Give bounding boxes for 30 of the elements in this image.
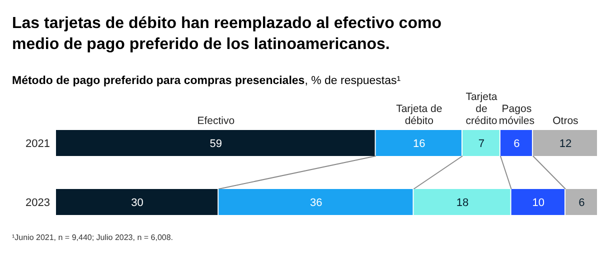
data-label: 7 (478, 138, 485, 150)
data-label: 16 (413, 138, 426, 150)
data-label: 18 (456, 197, 469, 209)
data-label: 10 (532, 197, 545, 209)
data-label: 36 (310, 197, 322, 209)
bar (56, 189, 218, 215)
bar (462, 130, 500, 156)
bar (56, 130, 375, 156)
data-label: 59 (210, 138, 222, 150)
series-label: Tarjeta de crédito (466, 91, 498, 127)
chart-title: Las tarjetas de débito han reemplazado al efectivo como medio de pago preferido de los latinoamericanos. (12, 15, 442, 53)
bar (376, 130, 462, 156)
series-label: Otros (552, 115, 578, 127)
bar (511, 189, 564, 215)
chart-subtitle: Método de pago preferido para compras presenciales, % de respuestas¹ (12, 75, 401, 87)
bar (500, 130, 532, 156)
data-label: 30 (131, 197, 144, 209)
y-tick-label: 2023 (26, 197, 50, 209)
bar (218, 189, 413, 215)
bar (565, 189, 597, 215)
bar (414, 189, 510, 215)
series-label: Pagos móviles (498, 103, 534, 127)
data-label: 6 (514, 138, 520, 150)
series-label: Tarjeta de débito (396, 103, 442, 127)
text: ¹Junio 2021, n = 9,440; Julio 2023, n = 6,008. (12, 233, 174, 242)
data-label: 6 (578, 197, 585, 209)
data-label: 12 (559, 138, 572, 150)
series-label: Efectivo (197, 115, 235, 127)
y-tick-label: 2021 (26, 138, 50, 150)
bar (532, 130, 597, 156)
